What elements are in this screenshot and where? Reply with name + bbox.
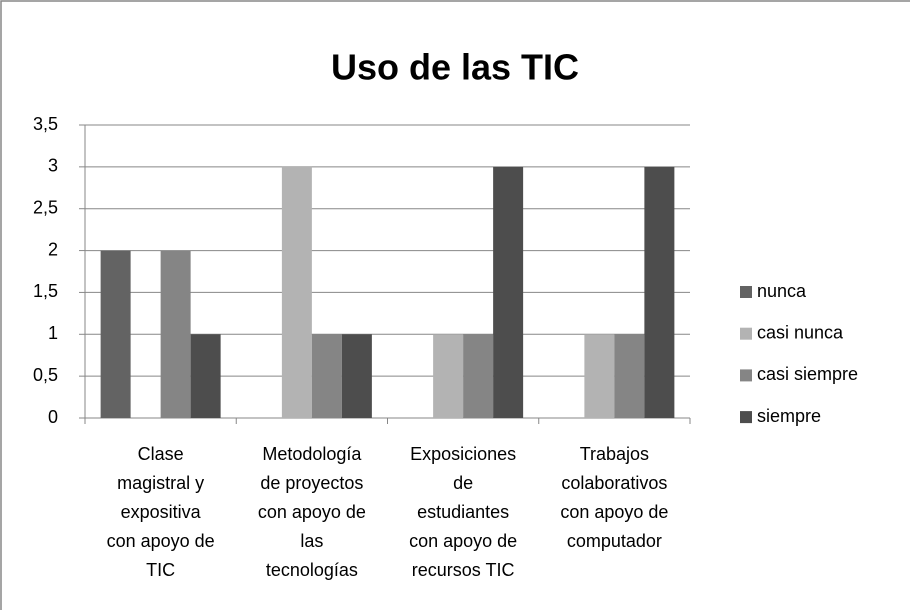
x-tick-label: Exposiciones de estudiantes con apoyo de… (409, 444, 518, 580)
bar (311, 334, 342, 418)
bar (100, 250, 131, 418)
legend-swatch (740, 286, 752, 298)
bar (281, 166, 312, 418)
legend-swatch (740, 411, 752, 424)
y-tick-label: 0,5 (33, 365, 58, 385)
x-tick-label: Clase magistral y expositiva con apoyo d… (106, 444, 215, 580)
legend-label: siempre (757, 406, 821, 426)
legend-label: casi nunca (757, 322, 844, 342)
bar (584, 334, 615, 418)
bar (614, 334, 645, 418)
y-tick-label: 3,5 (33, 114, 58, 134)
y-tick-label: 2 (48, 239, 58, 259)
y-tick-label: 2,5 (33, 197, 58, 217)
y-tick-label: 0 (48, 407, 58, 427)
y-tick-label: 3 (48, 156, 58, 176)
y-tick-label: 1,5 (33, 281, 58, 301)
x-tick-label: Trabajos colaborativos con apoyo de comp… (560, 444, 669, 551)
y-tick-label: 1 (48, 323, 58, 343)
legend-label: nunca (757, 281, 807, 301)
legend-swatch (740, 369, 752, 382)
bar (493, 166, 524, 418)
legend-label: casi siempre (757, 364, 858, 384)
bar (644, 166, 675, 418)
bar (341, 334, 372, 418)
bar (160, 250, 191, 418)
x-tick-label: Metodología de proyectos con apoyo de la… (257, 444, 366, 580)
legend-swatch (740, 327, 752, 340)
chart-title: Uso de las TIC (331, 47, 579, 88)
bar (190, 334, 221, 418)
bar (433, 334, 464, 418)
bar (463, 334, 494, 418)
